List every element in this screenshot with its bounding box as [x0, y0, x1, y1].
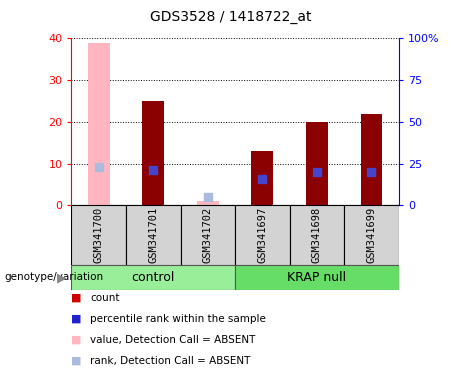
Bar [235, 205, 290, 265]
Bar [88, 43, 110, 205]
Bar [252, 151, 273, 205]
Point [313, 169, 321, 175]
Bar [361, 114, 382, 205]
Text: ■: ■ [71, 356, 82, 366]
Text: GSM341697: GSM341697 [257, 207, 267, 263]
Point [368, 169, 375, 175]
Text: GSM341698: GSM341698 [312, 207, 322, 263]
Bar [344, 205, 399, 265]
Text: rank, Detection Call = ABSENT: rank, Detection Call = ABSENT [90, 356, 250, 366]
Text: GSM341701: GSM341701 [148, 207, 158, 263]
Text: value, Detection Call = ABSENT: value, Detection Call = ABSENT [90, 335, 255, 345]
Point [149, 167, 157, 174]
Text: count: count [90, 293, 119, 303]
Text: ■: ■ [71, 293, 82, 303]
Bar [142, 101, 164, 205]
Bar [306, 122, 328, 205]
Text: ▶: ▶ [57, 271, 67, 284]
Text: GSM341702: GSM341702 [203, 207, 213, 263]
Text: GSM341700: GSM341700 [94, 207, 104, 263]
Text: ■: ■ [71, 335, 82, 345]
Text: GSM341699: GSM341699 [366, 207, 377, 263]
Point [95, 164, 102, 170]
Text: ■: ■ [71, 314, 82, 324]
Bar [290, 205, 344, 265]
Bar [126, 205, 181, 265]
Text: GDS3528 / 1418722_at: GDS3528 / 1418722_at [150, 10, 311, 23]
Bar [71, 265, 235, 290]
Bar [235, 265, 399, 290]
Point [259, 175, 266, 182]
Point [204, 194, 212, 200]
Text: percentile rank within the sample: percentile rank within the sample [90, 314, 266, 324]
Text: genotype/variation: genotype/variation [5, 272, 104, 283]
Bar [181, 205, 235, 265]
Bar [71, 205, 126, 265]
Bar [197, 201, 219, 205]
Text: control: control [131, 271, 175, 284]
Text: KRAP null: KRAP null [287, 271, 347, 284]
